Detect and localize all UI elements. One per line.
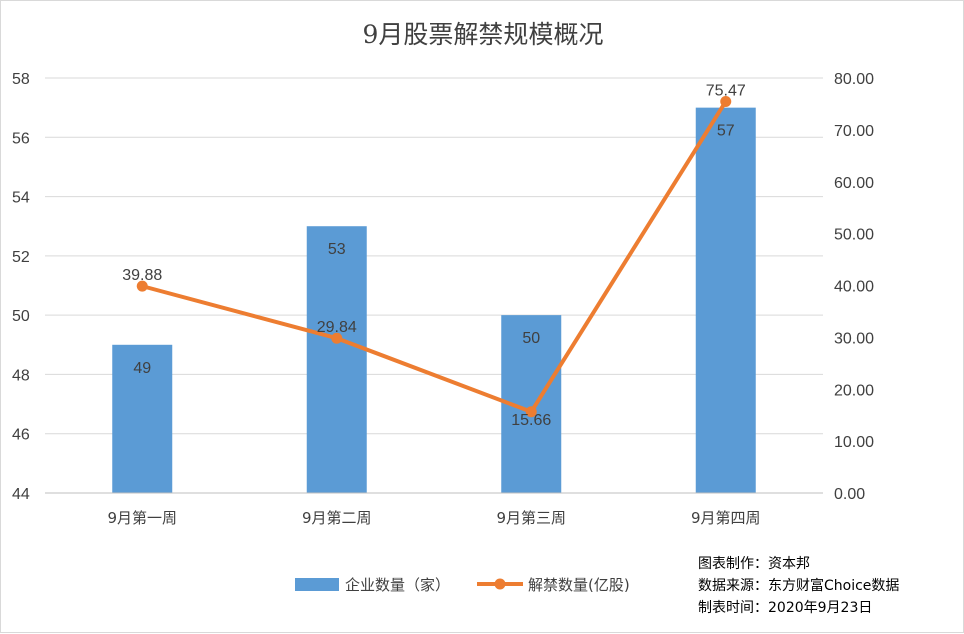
- right-axis-tick-label: 20.00: [834, 382, 874, 399]
- legend-bar-swatch: [295, 578, 339, 591]
- line-point: [525, 406, 537, 418]
- bar: [112, 344, 173, 493]
- x-axis-category-label: 9月第四周: [691, 509, 761, 527]
- data-source-note: 数据来源：东方财富Choice数据: [698, 578, 900, 594]
- bar-data-label: 49: [133, 360, 151, 377]
- right-axis-tick-label: 80.00: [834, 71, 874, 88]
- right-axis-tick-label: 40.00: [834, 279, 874, 296]
- right-axis-tick-label: 10.00: [834, 434, 874, 451]
- left-axis-tick-label: 50: [12, 308, 30, 325]
- right-axis-tick-label: 0.00: [834, 486, 865, 503]
- chart-title: 9月股票解禁规模概况: [363, 20, 604, 49]
- x-axis-category-label: 9月第三周: [496, 509, 566, 527]
- chart-date-note: 制表时间：2020年9月23日: [698, 600, 873, 616]
- bar-data-label: 57: [717, 123, 735, 140]
- axes: 44 46 48 50 52 54 56 58 0.00 10.00 20.00 30.00 40.00…: [12, 71, 874, 527]
- bar-data-label: 53: [328, 241, 346, 258]
- left-axis-tick-label: 58: [12, 71, 30, 88]
- legend: 企业数量（家） 解禁数量(亿股): [295, 576, 630, 594]
- right-axis-tick-label: 60.00: [834, 175, 874, 192]
- right-axis-tick-label: 50.00: [834, 227, 874, 244]
- line-point: [720, 95, 732, 107]
- left-axis-tick-label: 44: [12, 486, 30, 503]
- x-axis-category-label: 9月第一周: [107, 509, 177, 527]
- right-axis-tick-label: 70.00: [834, 123, 874, 140]
- bar-data-label: 50: [522, 330, 540, 347]
- line-data-label: 75.47: [706, 82, 746, 99]
- line-path: [141, 100, 728, 414]
- line-data-label: 29.84: [317, 319, 357, 336]
- bar-series: [112, 107, 756, 494]
- x-axis-category-label: 9月第二周: [302, 509, 372, 527]
- left-axis-tick-label: 52: [12, 249, 30, 266]
- line-data-label: 15.66: [511, 412, 551, 429]
- line-point: [136, 280, 148, 292]
- left-axis-tick-label: 46: [12, 427, 30, 444]
- line-point: [331, 332, 343, 344]
- legend-bar-label: 企业数量（家）: [345, 576, 450, 594]
- legend-line-label: 解禁数量(亿股): [528, 576, 630, 594]
- line-series: [136, 95, 732, 418]
- left-axis-tick-label: 56: [12, 130, 30, 147]
- left-axis-tick-label: 48: [12, 367, 30, 384]
- data-labels: 49 53 50 57 39.88 29.84 15.66 75.47: [122, 82, 746, 428]
- chart-maker-note: 图表制作：资本邦: [698, 556, 810, 572]
- gridlines: [45, 77, 823, 435]
- legend-line-marker: [494, 578, 506, 590]
- left-axis-tick-label: 54: [12, 190, 30, 207]
- right-axis-tick-label: 30.00: [834, 330, 874, 347]
- bar: [306, 226, 367, 493]
- bar: [695, 107, 756, 494]
- line-data-label: 39.88: [122, 267, 162, 284]
